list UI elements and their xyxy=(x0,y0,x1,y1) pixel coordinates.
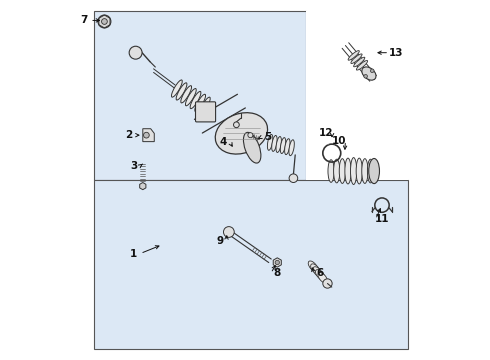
Ellipse shape xyxy=(268,134,273,150)
Ellipse shape xyxy=(328,160,334,182)
Circle shape xyxy=(101,19,107,24)
Polygon shape xyxy=(140,183,146,190)
Bar xyxy=(95,180,408,348)
Ellipse shape xyxy=(289,140,294,156)
Ellipse shape xyxy=(362,159,368,183)
Ellipse shape xyxy=(185,89,196,106)
Ellipse shape xyxy=(348,51,359,60)
Text: 13: 13 xyxy=(389,48,403,58)
Circle shape xyxy=(223,226,234,237)
Ellipse shape xyxy=(308,261,318,271)
Ellipse shape xyxy=(181,86,192,103)
Circle shape xyxy=(323,279,332,288)
Ellipse shape xyxy=(368,158,379,184)
Ellipse shape xyxy=(285,139,290,154)
Bar xyxy=(95,12,306,180)
Ellipse shape xyxy=(362,67,376,80)
Text: 12: 12 xyxy=(318,129,333,138)
Text: 2: 2 xyxy=(125,130,132,140)
Ellipse shape xyxy=(351,54,362,63)
Ellipse shape xyxy=(176,83,187,100)
Ellipse shape xyxy=(356,158,362,184)
Text: 11: 11 xyxy=(375,215,389,224)
Text: 8: 8 xyxy=(273,268,281,278)
Bar xyxy=(306,12,408,180)
Ellipse shape xyxy=(339,159,345,183)
Ellipse shape xyxy=(190,91,201,109)
Circle shape xyxy=(364,75,368,78)
Circle shape xyxy=(248,133,253,138)
Ellipse shape xyxy=(311,264,320,274)
Ellipse shape xyxy=(313,267,322,277)
Ellipse shape xyxy=(316,270,325,280)
Circle shape xyxy=(370,69,374,73)
FancyBboxPatch shape xyxy=(196,102,216,122)
Ellipse shape xyxy=(244,132,261,163)
Ellipse shape xyxy=(368,159,373,183)
Ellipse shape xyxy=(354,57,365,67)
Circle shape xyxy=(234,122,239,128)
Circle shape xyxy=(144,132,149,138)
Circle shape xyxy=(289,174,298,183)
Ellipse shape xyxy=(345,158,351,184)
Ellipse shape xyxy=(199,97,210,114)
Ellipse shape xyxy=(272,135,277,151)
Ellipse shape xyxy=(318,273,327,283)
Ellipse shape xyxy=(280,138,286,153)
Ellipse shape xyxy=(276,136,281,152)
Ellipse shape xyxy=(334,159,340,183)
Text: 5: 5 xyxy=(265,132,272,142)
Circle shape xyxy=(129,46,142,59)
Ellipse shape xyxy=(350,158,357,184)
Ellipse shape xyxy=(215,113,268,154)
Text: 1: 1 xyxy=(130,248,138,258)
Text: 7: 7 xyxy=(80,15,87,26)
Text: 10: 10 xyxy=(332,136,346,145)
Text: 9: 9 xyxy=(216,236,223,246)
Circle shape xyxy=(275,260,279,265)
Text: 6: 6 xyxy=(317,268,324,278)
Text: 4: 4 xyxy=(220,138,227,147)
Polygon shape xyxy=(143,129,154,141)
Ellipse shape xyxy=(195,94,206,112)
Polygon shape xyxy=(273,258,281,267)
Ellipse shape xyxy=(172,80,182,97)
Circle shape xyxy=(98,15,111,28)
Ellipse shape xyxy=(356,60,368,70)
Text: 3: 3 xyxy=(130,161,138,171)
